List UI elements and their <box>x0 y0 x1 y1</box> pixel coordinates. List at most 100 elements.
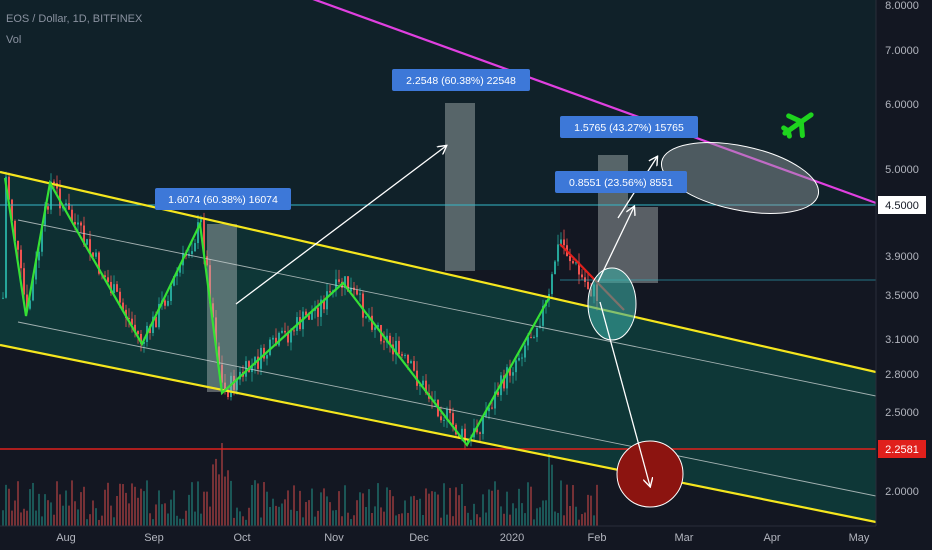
candle-body <box>329 291 331 293</box>
volume-bar <box>491 490 493 526</box>
candle-body <box>71 209 73 223</box>
candle-body <box>176 272 178 277</box>
volume-bar <box>254 480 256 526</box>
volume-bar <box>113 517 115 526</box>
volume-bar <box>11 510 13 526</box>
volume-bar <box>200 513 202 526</box>
measure-label-dec-text: 2.2548 (60.38%) 22548 <box>406 75 516 87</box>
candle-body <box>32 279 34 301</box>
candle-body <box>23 268 25 295</box>
candle-body <box>11 199 13 221</box>
volume-bar <box>329 502 331 526</box>
candle-body <box>578 262 580 275</box>
volume-bar <box>62 505 64 526</box>
time-tick-label: Sep <box>144 532 164 544</box>
candle-body <box>572 261 574 264</box>
volume-bar <box>512 503 514 526</box>
volume-bar <box>464 505 466 526</box>
volume-bar <box>50 502 52 526</box>
candle-body <box>485 411 487 417</box>
volume-bar <box>38 493 40 526</box>
volume-bar <box>500 506 502 526</box>
volume-bar <box>431 491 433 526</box>
volume-bar <box>116 495 118 526</box>
volume-bar <box>263 482 265 526</box>
price-tick-label: 3.9000 <box>885 251 919 263</box>
volume-bar <box>596 484 598 526</box>
candle-body <box>113 284 115 294</box>
volume-bar <box>476 514 478 526</box>
candle-body <box>479 432 481 434</box>
time-tick-label: May <box>849 532 870 544</box>
candle-body <box>167 300 169 306</box>
volume-bar <box>179 518 181 526</box>
candle-body <box>530 337 532 339</box>
time-tick-label: Dec <box>409 532 429 544</box>
candle-body <box>488 407 490 412</box>
candle-body <box>536 327 538 338</box>
volume-bar <box>395 515 397 526</box>
volume-bar <box>320 492 322 526</box>
volume-bar <box>392 496 394 526</box>
volume-bar <box>377 483 379 526</box>
candle-body <box>20 249 22 269</box>
volume-bar <box>197 481 199 526</box>
volume-bar <box>557 512 559 526</box>
candle-body <box>92 252 94 257</box>
candle-body <box>131 318 133 325</box>
candle-body <box>41 224 43 252</box>
volume-bar <box>224 476 226 526</box>
downside-circle <box>616 440 684 508</box>
mid-channel-line-1 <box>17 219 876 397</box>
candle-body <box>257 356 259 369</box>
candle-body <box>323 299 325 310</box>
volume-bar <box>17 481 19 526</box>
projection-arrow-dec <box>235 146 446 305</box>
candle-body <box>524 345 526 358</box>
volume-bar <box>578 519 580 526</box>
volume-bar <box>428 493 430 526</box>
candle-body <box>215 317 217 347</box>
volume-bar <box>353 515 355 526</box>
price-tick-label: 3.1000 <box>885 334 919 346</box>
candle-body <box>377 324 379 328</box>
candle-body <box>266 355 268 359</box>
candle-body <box>338 279 340 282</box>
time-tick-label: Nov <box>324 532 344 544</box>
candle-body <box>533 337 535 339</box>
volume-bar <box>590 495 592 526</box>
candle-body <box>461 428 463 437</box>
volume-bar <box>149 513 151 526</box>
volume-bar <box>176 515 178 526</box>
volume-bar <box>152 519 154 526</box>
volume-bar <box>89 514 91 526</box>
candle-body <box>50 181 52 210</box>
candle-body <box>212 303 214 318</box>
volume-bar <box>479 517 481 526</box>
volume-bar <box>101 515 103 526</box>
volume-bar <box>461 483 463 526</box>
candle-body <box>35 260 37 280</box>
volume-bar <box>317 510 319 526</box>
volume-bar <box>8 488 10 526</box>
volume-bar <box>566 484 568 526</box>
volume-bar <box>212 464 214 526</box>
candle-body <box>443 419 445 421</box>
volume-bar <box>206 491 208 526</box>
candle-body <box>8 176 10 200</box>
measure-box-feb-b <box>628 207 658 283</box>
volume-bar <box>542 500 544 526</box>
volume-bar <box>494 481 496 526</box>
volume-bar <box>266 491 268 526</box>
candle-body <box>542 305 544 326</box>
candle-body <box>527 337 529 346</box>
candle-body <box>203 219 205 257</box>
airplane-icon <box>781 112 814 139</box>
volume-bar <box>203 491 205 526</box>
volume-bar <box>92 500 94 526</box>
candle-body <box>560 239 562 245</box>
volume-bar <box>347 512 349 526</box>
volume-bar <box>482 494 484 526</box>
price-axis[interactable] <box>876 0 932 550</box>
